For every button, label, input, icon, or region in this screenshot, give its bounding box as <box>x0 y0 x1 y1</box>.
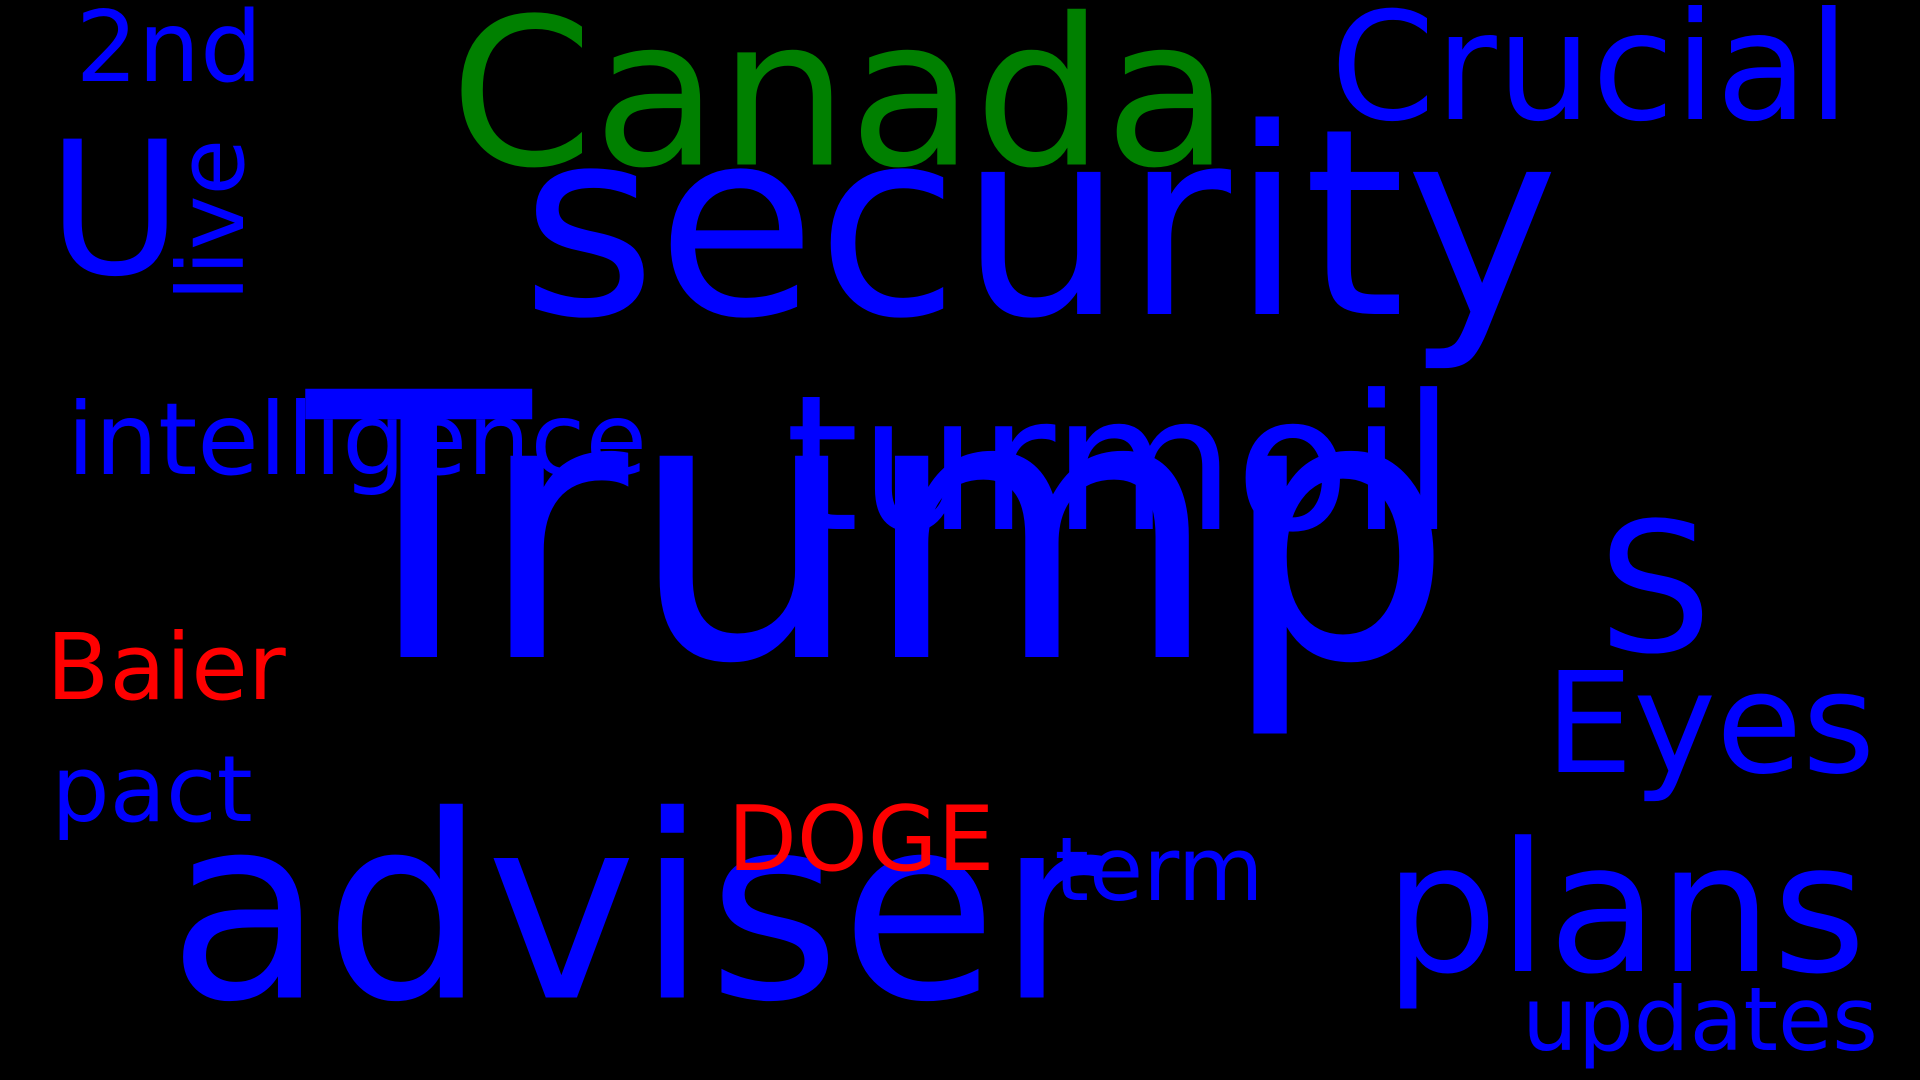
word-turmoil: turmoil <box>785 355 1455 574</box>
word-updates: updates <box>1522 968 1878 1071</box>
word-eyes: Eyes <box>1544 643 1876 806</box>
word-pact: pact <box>51 736 253 843</box>
word-s: S <box>1597 485 1713 694</box>
word-u: U <box>47 101 183 318</box>
word-baier: Baier <box>46 614 286 721</box>
word-plans: plans <box>1383 805 1867 1014</box>
word-trump: Trump <box>306 315 1454 744</box>
word-canada: Canada <box>449 0 1231 214</box>
word-adviser: adviser <box>167 761 1103 1059</box>
word-term: term <box>1054 818 1264 921</box>
word-live: live <box>158 138 265 302</box>
word-crucial: Crucial <box>1330 0 1850 155</box>
word-security: security <box>520 74 1560 376</box>
word-2nd: 2nd <box>75 0 263 105</box>
word-doge: DOGE <box>727 787 995 892</box>
word-intelligence: intelligence <box>66 381 648 498</box>
